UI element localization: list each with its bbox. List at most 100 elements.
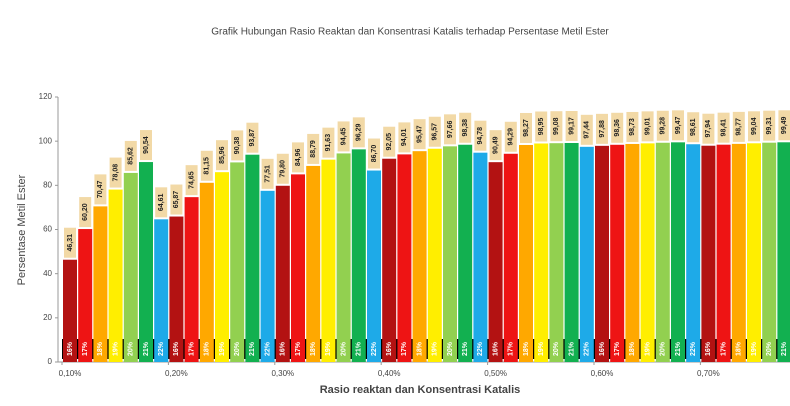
y-axis-title: Persentase Metil Ester [16,174,28,285]
y-tick-label: 120 [39,92,53,101]
x-tick-label: 0,70% [697,369,720,378]
value-label: 70,47 [97,181,104,199]
bar [397,154,412,362]
bar [762,142,777,362]
value-label: 79,80 [280,160,287,178]
value-label: 84,96 [295,149,302,167]
value-label-box [185,165,198,196]
value-label-box [170,184,183,215]
bar [123,172,138,362]
bar [595,145,609,362]
value-label-box [124,140,137,171]
bar-label: 19% [325,341,332,356]
value-label: 99,17 [568,117,575,135]
value-label-box [383,126,396,157]
bar-label: 17% [720,341,727,356]
bar-label: 20% [660,341,667,356]
bar [367,170,381,362]
bar [306,165,321,362]
bar-label: 22% [477,341,484,356]
bar-label: 16% [67,341,74,356]
value-label: 85,62 [128,147,135,165]
value-label: 60,20 [82,203,89,221]
bar-label: 21% [356,341,363,356]
value-label: 98,27 [523,119,530,137]
value-label: 97,44 [584,121,591,139]
bar [78,229,93,362]
bar-label: 17% [508,341,515,356]
value-label-box [444,114,456,145]
x-tick-label: 0,10% [59,369,82,378]
value-label: 98,38 [462,119,469,137]
bar-label: 20% [447,341,454,356]
y-tick-label: 40 [43,269,52,278]
bar-label: 20% [340,341,347,356]
value-label: 90,54 [143,136,150,154]
value-label-box [732,111,745,142]
value-label-box [550,111,563,142]
value-label: 95,47 [416,125,423,143]
x-tick-label: 0,50% [484,369,507,378]
bar-label: 21% [143,341,150,356]
value-label-box [763,110,776,141]
value-label: 74,65 [188,171,195,189]
value-label: 93,87 [249,129,256,147]
bar-label: 22% [264,341,271,356]
value-label: 94,45 [340,128,347,146]
y-tick-label: 60 [43,225,52,234]
bar-label: 16% [173,341,180,356]
bar [534,143,549,362]
bar-label: 19% [644,341,651,356]
bar-label: 20% [234,341,241,356]
value-label: 98,36 [614,119,621,137]
bar-label: 20% [128,341,135,356]
bar [260,190,275,362]
bar [291,174,305,362]
bar-label: 17% [401,341,408,356]
value-label: 99,04 [751,117,758,135]
value-label-box [368,138,380,169]
bar-label: 22% [158,341,165,356]
bar [610,144,625,362]
bar-label: 18% [629,341,636,356]
value-label: 96,57 [432,123,439,141]
value-label: 94,78 [477,127,484,145]
value-label: 97,66 [447,120,454,138]
value-label: 99,31 [766,117,773,135]
value-label: 99,47 [675,116,682,134]
value-label-box [261,158,274,189]
value-label: 86,70 [371,145,378,163]
bar [640,143,655,362]
bar [519,144,533,362]
bar-label: 16% [280,341,287,356]
x-tick-label: 0,40% [378,369,401,378]
bar-label: 17% [295,341,302,356]
value-label: 99,08 [553,117,560,135]
value-label: 94,01 [401,129,408,147]
bar-label: 16% [599,341,606,356]
value-label-box [352,117,365,148]
value-label: 99,01 [644,117,651,135]
bar-label: 20% [766,341,773,356]
value-label-box [155,187,168,218]
chart-title: Grafik Hubungan Rasio Reaktan dan Konsen… [211,27,609,38]
bar [230,162,245,362]
value-label-box [292,142,304,173]
bar [321,159,336,362]
bar [443,146,457,362]
value-label: 81,15 [204,157,211,175]
bar-label: 19% [219,341,226,356]
bar [488,162,503,362]
value-label-box [580,114,593,145]
bar-label: 21% [568,341,575,356]
value-label-box [459,112,472,143]
y-tick-label: 0 [48,357,53,366]
bar-label: 18% [736,341,743,356]
bar-label: 19% [432,341,439,356]
value-label: 96,29 [356,124,363,142]
value-label-box [216,140,228,171]
value-label: 90,38 [234,137,241,155]
bar [108,189,123,362]
bar [245,154,260,362]
value-label-box [489,130,502,161]
